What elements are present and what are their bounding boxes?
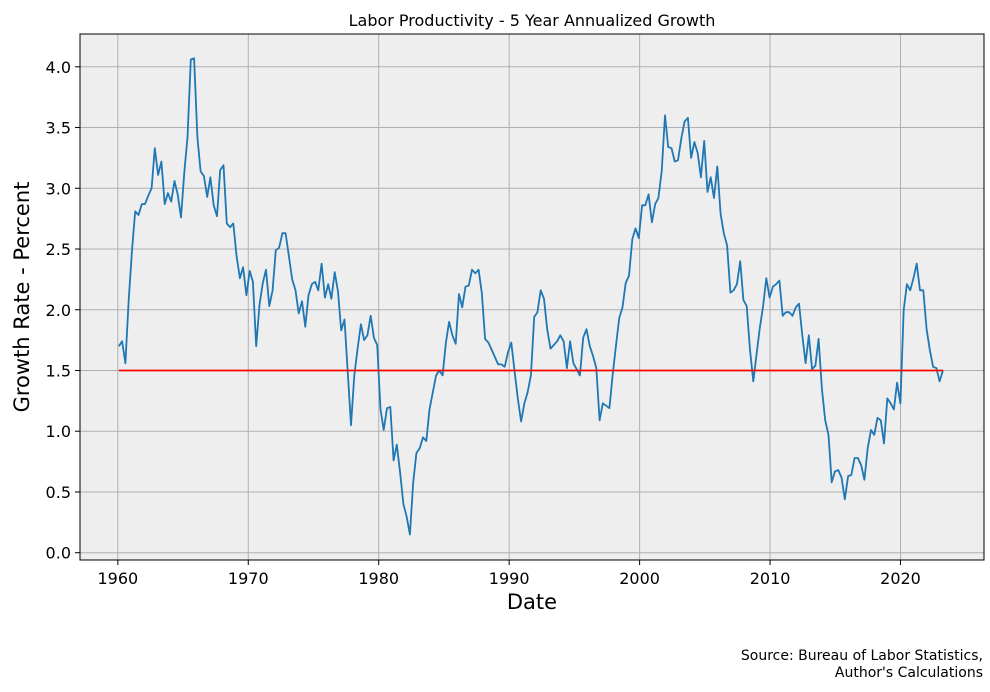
- plot-background: [80, 34, 984, 560]
- y-tick-label: 3.5: [46, 119, 71, 138]
- y-tick-label: 2.5: [46, 240, 71, 259]
- source-note-line-1: Source: Bureau of Labor Statistics,: [741, 648, 983, 664]
- x-tick-label: 1990: [489, 569, 530, 588]
- y-tick-label: 3.0: [46, 179, 71, 198]
- x-tick-label: 1980: [358, 569, 399, 588]
- y-axis-label: Growth Rate - Percent: [10, 182, 34, 413]
- chart-title: Labor Productivity - 5 Year Annualized G…: [349, 11, 716, 30]
- x-tick-label: 1960: [97, 569, 138, 588]
- x-tick-label: 2020: [880, 569, 921, 588]
- y-tick-label: 1.5: [46, 361, 71, 380]
- y-tick-label: 4.0: [46, 58, 71, 77]
- source-note-line-2: Author's Calculations: [835, 665, 983, 681]
- x-tick-label: 1970: [228, 569, 269, 588]
- y-tick-label: 0.5: [46, 483, 71, 502]
- x-tick-label: 2010: [750, 569, 791, 588]
- y-tick-label: 1.0: [46, 422, 71, 441]
- x-axis-label: Date: [507, 590, 557, 614]
- x-tick-label: 2000: [619, 569, 660, 588]
- y-tick-label: 0.0: [46, 544, 71, 563]
- y-tick-label: 2.0: [46, 301, 71, 320]
